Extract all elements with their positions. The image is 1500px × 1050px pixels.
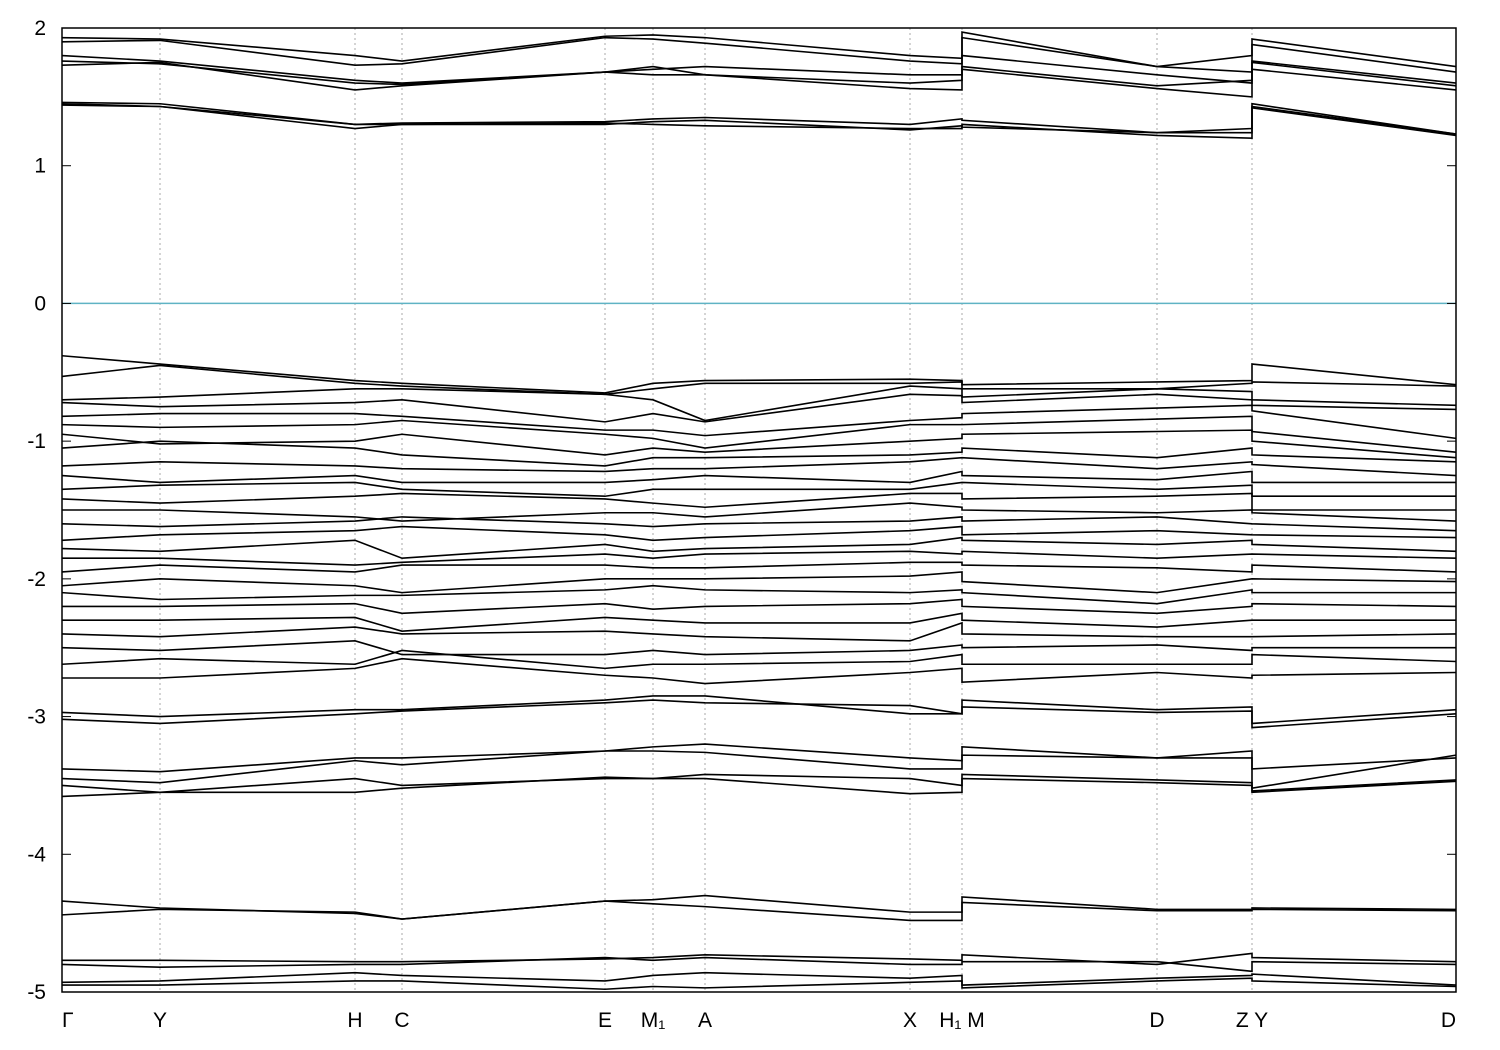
band-line (62, 502, 1457, 522)
band-line (61, 773, 1457, 794)
band-line (61, 900, 1457, 922)
plot-frame (61, 27, 1457, 993)
x-tick-label: H (347, 1009, 362, 1032)
y-tick-label: 1 (34, 155, 46, 178)
x-tick-label: H₁ M (939, 1009, 985, 1032)
band-line (61, 571, 1457, 594)
band-line (61, 393, 1457, 423)
plot-area (61, 31, 1457, 991)
band-line (61, 404, 1457, 440)
band-line (61, 621, 1457, 642)
y-tick-label: -1 (27, 430, 46, 453)
y-tick-label: -2 (27, 568, 46, 591)
band-line (61, 415, 1457, 453)
band-line (61, 470, 1456, 484)
band-line (61, 971, 1457, 986)
band-line (61, 31, 1457, 68)
y-tick-label: -4 (27, 843, 46, 866)
y-tick-label: 2 (34, 17, 46, 40)
band-line (61, 60, 1457, 98)
band-line (61, 104, 1457, 137)
x-tick-label: Γ (62, 1009, 74, 1032)
band-line (61, 429, 1457, 459)
band-line (61, 354, 1457, 394)
band-line (62, 550, 1457, 566)
band-line (61, 894, 1457, 920)
x-tick-label: A (698, 1009, 712, 1032)
band-line (61, 364, 1457, 396)
y-tick-label: 0 (34, 292, 46, 315)
band-line (61, 492, 1456, 511)
band-line (61, 456, 1457, 477)
x-tick-label: M₁ (641, 1009, 666, 1032)
band-line (61, 385, 1457, 422)
band-line (62, 952, 1457, 966)
axes: -5 -4 -3 -2 -1 0 1 2 Γ Y H C E M₁ A X H₁ M D Z Y D (27, 17, 1456, 1032)
band-line (61, 743, 1457, 773)
x-tick-label: E (598, 1009, 612, 1032)
x-tick-label: D (1441, 1009, 1456, 1032)
y-tick-label: -5 (27, 981, 46, 1004)
x-tick-label: Y (153, 1009, 167, 1032)
x-tick-label: X (903, 1009, 917, 1032)
band-line (62, 612, 1456, 632)
band-line (61, 36, 1457, 73)
band-line (61, 525, 1457, 542)
band-line (61, 584, 1456, 605)
y-tick-label: -3 (27, 706, 46, 729)
band-line (61, 61, 1457, 91)
band-line (61, 440, 1457, 467)
x-tick-label: Z Y (1236, 1009, 1268, 1032)
x-tick-label: C (394, 1009, 409, 1032)
band-line (61, 516, 1457, 532)
band-line (61, 102, 1457, 139)
band-line (61, 536, 1457, 560)
band-line (61, 750, 1457, 790)
band-line (61, 640, 1456, 656)
band-line (61, 649, 1457, 670)
band-line (61, 776, 1457, 798)
band-line (62, 977, 1457, 991)
band-line (61, 481, 1456, 498)
band-line (61, 561, 1457, 573)
x-tick-label: D (1149, 1009, 1164, 1032)
band-line (61, 699, 1457, 729)
band-line (61, 956, 1457, 973)
band-line (62, 657, 1457, 685)
band-line (62, 598, 1457, 615)
